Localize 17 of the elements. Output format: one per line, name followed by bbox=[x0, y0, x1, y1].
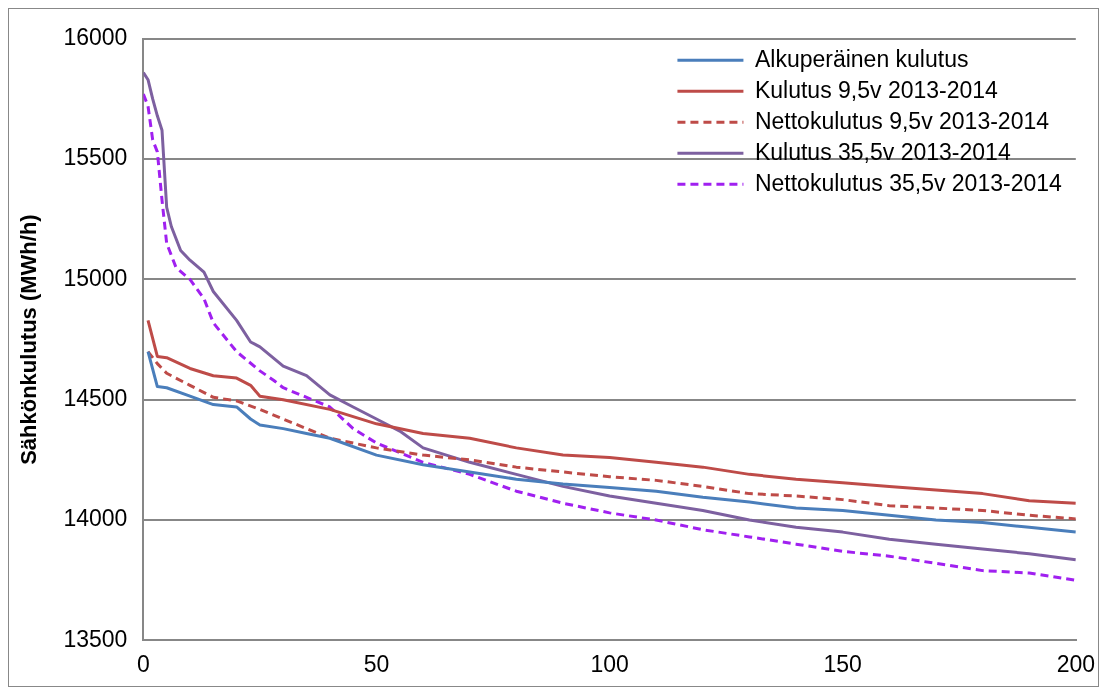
x-tick-label: 200 bbox=[1056, 650, 1095, 677]
x-tick-label: 50 bbox=[363, 650, 390, 677]
y-tick-label: 14500 bbox=[63, 385, 128, 412]
x-tick-label: 0 bbox=[136, 650, 150, 677]
y-tick-label: 16000 bbox=[63, 24, 128, 51]
y-axis-title: Sähkönkulutus (MWh/h) bbox=[16, 214, 42, 465]
legend-label: Nettokulutus 35,5v 2013-2014 bbox=[754, 169, 1063, 196]
y-tick-label: 13500 bbox=[63, 625, 128, 652]
x-tick-label: 100 bbox=[590, 650, 629, 677]
legend-label: Kulutus 35,5v 2013-2014 bbox=[754, 138, 1011, 165]
y-tick-label: 14000 bbox=[63, 505, 128, 532]
legend-label: Nettokulutus 9,5v 2013-2014 bbox=[754, 107, 1050, 134]
y-tick-label: 15500 bbox=[63, 144, 128, 171]
legend-label: Alkuperäinen kulutus bbox=[754, 45, 969, 72]
y-tick-label: 15000 bbox=[63, 264, 128, 291]
legend-label: Kulutus 9,5v 2013-2014 bbox=[754, 76, 999, 103]
x-tick-label: 150 bbox=[823, 650, 862, 677]
